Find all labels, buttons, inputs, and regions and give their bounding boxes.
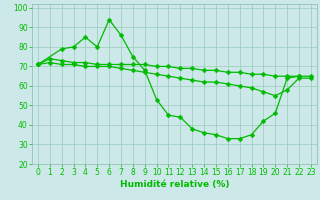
X-axis label: Humidité relative (%): Humidité relative (%) [120,180,229,189]
